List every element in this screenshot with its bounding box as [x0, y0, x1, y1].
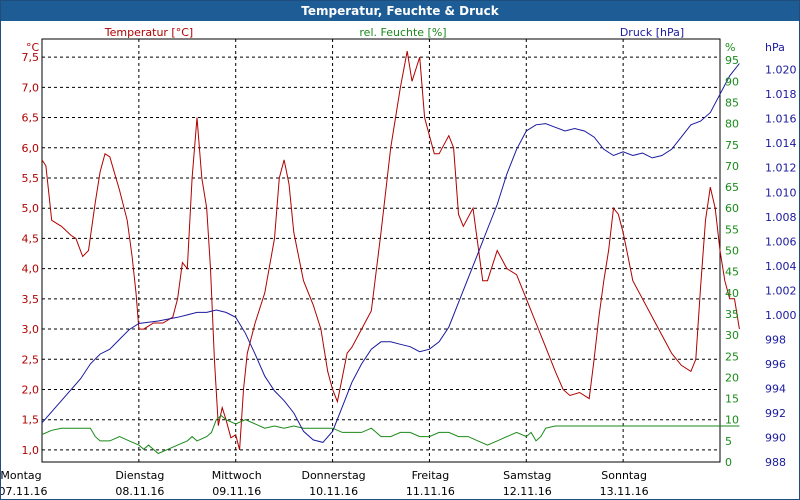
x-day-label: Montag — [1, 469, 42, 482]
temperature-tick-label: 7,0 — [22, 81, 40, 94]
pressure-tick-label: 1.018 — [765, 88, 797, 101]
temperature-tick-label: 2,0 — [22, 383, 40, 396]
temperature-tick-label: 3,5 — [22, 293, 40, 306]
temperature-tick-label: 4,5 — [22, 232, 40, 245]
chart-title: Temperatur, Feuchte & Druck — [1, 1, 799, 21]
x-date-label: 11.11.16 — [406, 485, 455, 498]
x-day-label: Dienstag — [115, 469, 164, 482]
temperature-tick-label: 1,5 — [22, 414, 40, 427]
x-day-label: Freitag — [412, 469, 450, 482]
x-day-label: Donnerstag — [301, 469, 365, 482]
x-date-label: 07.11.16 — [1, 485, 47, 498]
humidity-tick-label: 45 — [725, 266, 739, 279]
pressure-tick-label: 1.012 — [765, 162, 797, 175]
humidity-tick-label: 15 — [725, 393, 739, 406]
series-line-temperatur — [41, 51, 740, 451]
pressure-tick-label: 994 — [765, 382, 786, 395]
temperature-axis-title: Temperatur [°C] — [104, 26, 193, 39]
humidity-tick-label: 30 — [725, 329, 739, 342]
pressure-tick-label: 1.020 — [765, 64, 797, 77]
x-day-label: Samstag — [503, 469, 551, 482]
pressure-unit-label: hPa — [765, 41, 785, 54]
pressure-tick-label: 1.004 — [765, 260, 797, 273]
x-date-label: 12.11.16 — [503, 485, 552, 498]
humidity-tick-label: 0 — [725, 456, 732, 469]
humidity-tick-label: 10 — [725, 414, 739, 427]
temperature-tick-label: 1,0 — [22, 444, 40, 457]
humidity-tick-label: 90 — [725, 75, 739, 88]
pressure-tick-label: 996 — [765, 358, 786, 371]
x-day-label: Sonntag — [601, 469, 647, 482]
temperature-tick-label: 7,5 — [22, 51, 40, 64]
pressure-tick-label: 1.002 — [765, 284, 797, 297]
humidity-tick-label: 20 — [725, 371, 739, 384]
humidity-tick-label: 5 — [725, 435, 732, 448]
temperature-tick-label: 2,5 — [22, 353, 40, 366]
humidity-tick-label: 55 — [725, 223, 739, 236]
pressure-tick-label: 1.006 — [765, 235, 797, 248]
humidity-tick-label: 50 — [725, 245, 739, 258]
pressure-tick-label: 1.014 — [765, 137, 797, 150]
pressure-tick-label: 990 — [765, 431, 786, 444]
humidity-axis-title: rel. Feuchte [%] — [359, 26, 446, 39]
pressure-tick-label: 1.000 — [765, 309, 797, 322]
humidity-tick-label: 80 — [725, 118, 739, 131]
temperature-tick-label: 6,0 — [22, 142, 40, 155]
series-line-druck — [41, 63, 740, 443]
humidity-tick-label: 25 — [725, 350, 739, 363]
temperature-tick-label: 5,5 — [22, 172, 40, 185]
humidity-tick-label: 35 — [725, 308, 739, 321]
pressure-tick-label: 1.016 — [765, 113, 797, 126]
pressure-tick-label: 992 — [765, 407, 786, 420]
humidity-tick-label: 95 — [725, 54, 739, 67]
temperature-tick-label: 4,0 — [22, 263, 40, 276]
x-date-label: 08.11.16 — [115, 485, 164, 498]
temperature-tick-label: 5,0 — [22, 202, 40, 215]
pressure-axis-title: Druck [hPa] — [620, 26, 684, 39]
humidity-tick-label: 75 — [725, 139, 739, 152]
humidity-tick-label: 85 — [725, 96, 739, 109]
temperature-tick-label: 6,5 — [22, 112, 40, 125]
series-line-rel-feuchte — [41, 414, 740, 455]
humidity-tick-label: 65 — [725, 181, 739, 194]
humidity-tick-label: 70 — [725, 160, 739, 173]
x-day-label: Mittwoch — [212, 469, 262, 482]
pressure-tick-label: 988 — [765, 456, 786, 469]
plot-area — [42, 39, 720, 462]
humidity-tick-label: 40 — [725, 287, 739, 300]
pressure-tick-label: 1.008 — [765, 211, 797, 224]
x-date-label: 13.11.16 — [600, 485, 649, 498]
humidity-tick-label: 60 — [725, 202, 739, 215]
pressure-tick-label: 1.010 — [765, 186, 797, 199]
x-date-label: 09.11.16 — [212, 485, 261, 498]
x-date-label: 10.11.16 — [309, 485, 358, 498]
temperature-tick-label: 3,0 — [22, 323, 40, 336]
temperature-unit-label: °C — [26, 41, 40, 54]
humidity-unit-label: % — [725, 41, 735, 54]
pressure-tick-label: 998 — [765, 333, 786, 346]
